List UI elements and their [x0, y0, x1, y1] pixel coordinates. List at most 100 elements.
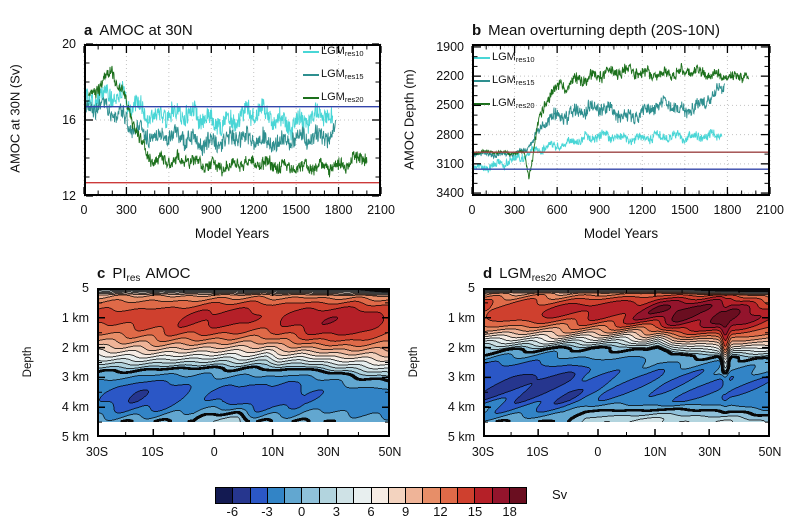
- x-tick-label: 300: [504, 203, 525, 217]
- panel-b-xlabel: Model Years: [583, 226, 659, 241]
- depth-tick-label: 2 km: [61, 340, 89, 355]
- x-tick-label: 0: [80, 203, 88, 217]
- panel-c-title: c PIres AMOC: [97, 265, 190, 284]
- panel-b-ylabel: AMOC Depth (m): [401, 69, 417, 170]
- colorbar-segment: [285, 488, 303, 503]
- lat-tick-label: 10N: [261, 445, 285, 459]
- colorbar-segment: [423, 488, 441, 503]
- panel-c-run-name: PI: [112, 265, 127, 282]
- colorbar-segment: [233, 488, 251, 503]
- colorbar-segment: [492, 488, 510, 503]
- panel-c-letter: c: [97, 265, 106, 282]
- panel-a-letter: a: [84, 22, 93, 39]
- lgm-res20-line-swatch: [474, 102, 490, 105]
- lat-tick-label: 0: [210, 445, 218, 459]
- y-tick-label: 12: [62, 189, 76, 203]
- line-plot-overturning-depth: [471, 44, 771, 196]
- colorbar-segment: [319, 488, 337, 503]
- line-plot-svg: [83, 43, 382, 197]
- y-tick-label: 3100: [436, 156, 464, 171]
- panel-a-xlabel: Model Years: [194, 226, 270, 241]
- colorbar-unit-label: Sv: [552, 487, 568, 502]
- depth-tick-label: 3 km: [447, 370, 475, 385]
- colorbar-segment: [475, 488, 493, 503]
- x-tick-label: 2100: [756, 203, 784, 217]
- colorbar-segment: [354, 488, 372, 503]
- y-tick-label: 2200: [436, 69, 464, 84]
- lat-tick-label: 10N: [643, 445, 667, 459]
- panel-c-run-sub: res: [126, 273, 141, 284]
- colorbar-segment: [440, 488, 458, 503]
- depth-tick-label: 5 km: [447, 430, 475, 444]
- colorbar-segment: [509, 488, 527, 503]
- colorbar-tick-label: -6: [226, 504, 239, 519]
- contour-plot-pi-amoc: [97, 288, 390, 442]
- x-tick-label: 1200: [239, 203, 268, 217]
- legend-item-lgm-res20: LGMres20: [474, 92, 535, 115]
- y-tick-label: 16: [62, 113, 76, 127]
- colorbar-tick-label: 0: [298, 504, 306, 519]
- x-tick-label: 600: [158, 203, 180, 217]
- legend-label: LGM: [492, 51, 516, 63]
- depth-tick-label: 5: [468, 281, 475, 295]
- x-tick-label: 1500: [670, 203, 699, 217]
- depth-tick-label: 4 km: [61, 400, 89, 415]
- line-plot-amoc-30n: [83, 43, 382, 197]
- legend-item-lgm-res15: LGMres15: [474, 69, 535, 92]
- colorbar-segment: [336, 488, 355, 503]
- depth-tick-label: 1 km: [447, 310, 475, 325]
- contour-plot-lgm-amoc: [483, 288, 770, 442]
- lgm-res15-line-swatch: [303, 73, 319, 76]
- x-tick-label: 600: [546, 203, 568, 217]
- colorbar-tick-label: 15: [467, 504, 483, 519]
- colorbar: [215, 487, 527, 504]
- depth-tick-label: 3 km: [61, 370, 89, 385]
- lat-tick-label: 0: [594, 445, 602, 459]
- depth-tick-label: 2 km: [447, 340, 475, 355]
- y-tick-label: 2500: [436, 98, 464, 113]
- lgm-res15-line-swatch: [474, 79, 490, 82]
- legend-label: LGM: [492, 74, 516, 86]
- x-tick-label: 900: [200, 203, 222, 217]
- y-tick-label: 20: [62, 37, 76, 51]
- panel-a-title: a AMOC at 30N: [84, 22, 193, 39]
- colorbar-segment: [457, 488, 476, 503]
- lat-tick-label: 30N: [698, 445, 722, 459]
- panel-a-title-text: AMOC at 30N: [99, 22, 193, 39]
- colorbar-tick-label: 18: [502, 504, 517, 519]
- contour-canvas: [97, 288, 390, 437]
- lgm-res10-line-swatch: [303, 50, 319, 53]
- lat-tick-label: 30S: [471, 445, 495, 459]
- line-plot-svg: [471, 44, 771, 196]
- lat-tick-label: 30N: [317, 445, 340, 459]
- colorbar-segment: [250, 488, 268, 503]
- x-tick-label: 0: [468, 203, 476, 217]
- panel-d-run-sub: res20: [531, 273, 557, 284]
- x-tick-label: 1500: [282, 203, 311, 217]
- colorbar-tick-label: 12: [433, 504, 448, 519]
- panel-b-title: b Mean overturning depth (20S-10N): [472, 22, 720, 39]
- lgm-res10-line-swatch: [474, 56, 490, 59]
- y-tick-label: 3400: [436, 186, 464, 201]
- depth-tick-label: 5: [82, 281, 89, 295]
- lat-tick-label: 50N: [378, 445, 402, 459]
- depth-tick-label: 4 km: [447, 400, 475, 415]
- x-tick-label: 2100: [367, 203, 395, 217]
- panel-d-title-text: AMOC: [561, 265, 607, 282]
- legend-label: LGM: [492, 97, 516, 109]
- lat-tick-label: 50N: [758, 445, 782, 459]
- panel-d-run-name: LGM: [499, 265, 532, 282]
- colorbar-segment: [388, 488, 407, 503]
- colorbar-segment: [371, 488, 389, 503]
- colorbar-segment: [302, 488, 320, 503]
- panel-b-title-text: Mean overturning depth (20S-10N): [488, 22, 720, 39]
- colorbar-tick-label: -3: [261, 504, 273, 519]
- depth-tick-label: 5 km: [61, 430, 89, 444]
- panel-d-title: d LGMres20 AMOC: [483, 265, 607, 284]
- lat-tick-label: 10S: [526, 445, 549, 459]
- x-tick-label: 1800: [324, 203, 353, 217]
- panel-d-letter: d: [483, 265, 493, 282]
- colorbar-segment: [267, 488, 286, 503]
- colorbar-tick-label: 6: [367, 504, 375, 519]
